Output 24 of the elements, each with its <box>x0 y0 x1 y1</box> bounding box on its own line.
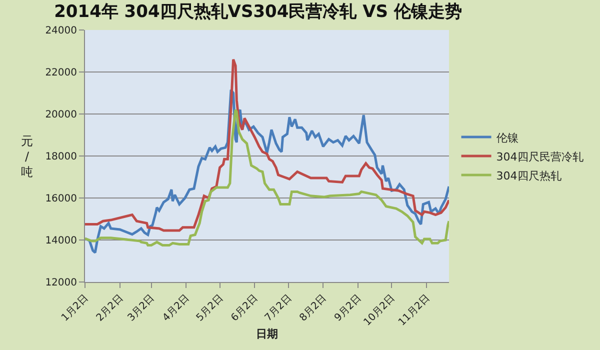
legend-label: 304四尺民营冷轧 <box>496 150 584 164</box>
x-tick-label: 2月2日 <box>94 292 126 324</box>
x-axis-title: 日期 <box>256 328 278 340</box>
y-tick-label: 14000 <box>45 236 77 246</box>
y-tick-label: 12000 <box>45 278 77 288</box>
x-tick-label: 4月2日 <box>160 292 192 324</box>
y-tick-label: 20000 <box>45 110 77 120</box>
x-tick-label: 1月2日 <box>60 292 91 324</box>
legend-label: 伦镍 <box>496 131 518 144</box>
x-tick-label: 9月2日 <box>332 292 364 324</box>
y-tick-label: 16000 <box>45 194 77 204</box>
x-tick-label: 5月2日 <box>194 292 226 324</box>
x-tick-label: 7月2日 <box>263 292 294 324</box>
y-tick-label: 18000 <box>45 152 77 162</box>
x-tick-label: 6月2日 <box>229 292 260 324</box>
y-tick-label: 24000 <box>45 26 77 36</box>
y-axis-title: 元/吨 <box>21 134 33 180</box>
x-tick-label: 8月2日 <box>298 292 329 324</box>
x-tick-label: 3月2日 <box>126 292 157 324</box>
y-tick-label: 22000 <box>45 68 77 78</box>
x-tick-label: 10月2日 <box>362 292 398 328</box>
x-tick-label: 11月2日 <box>396 292 432 328</box>
legend-label: 304四尺热轧 <box>496 169 562 182</box>
chart-title: 2014年 304四尺热轧VS304民营冷轧 VS 伦镍走势 <box>54 2 462 22</box>
